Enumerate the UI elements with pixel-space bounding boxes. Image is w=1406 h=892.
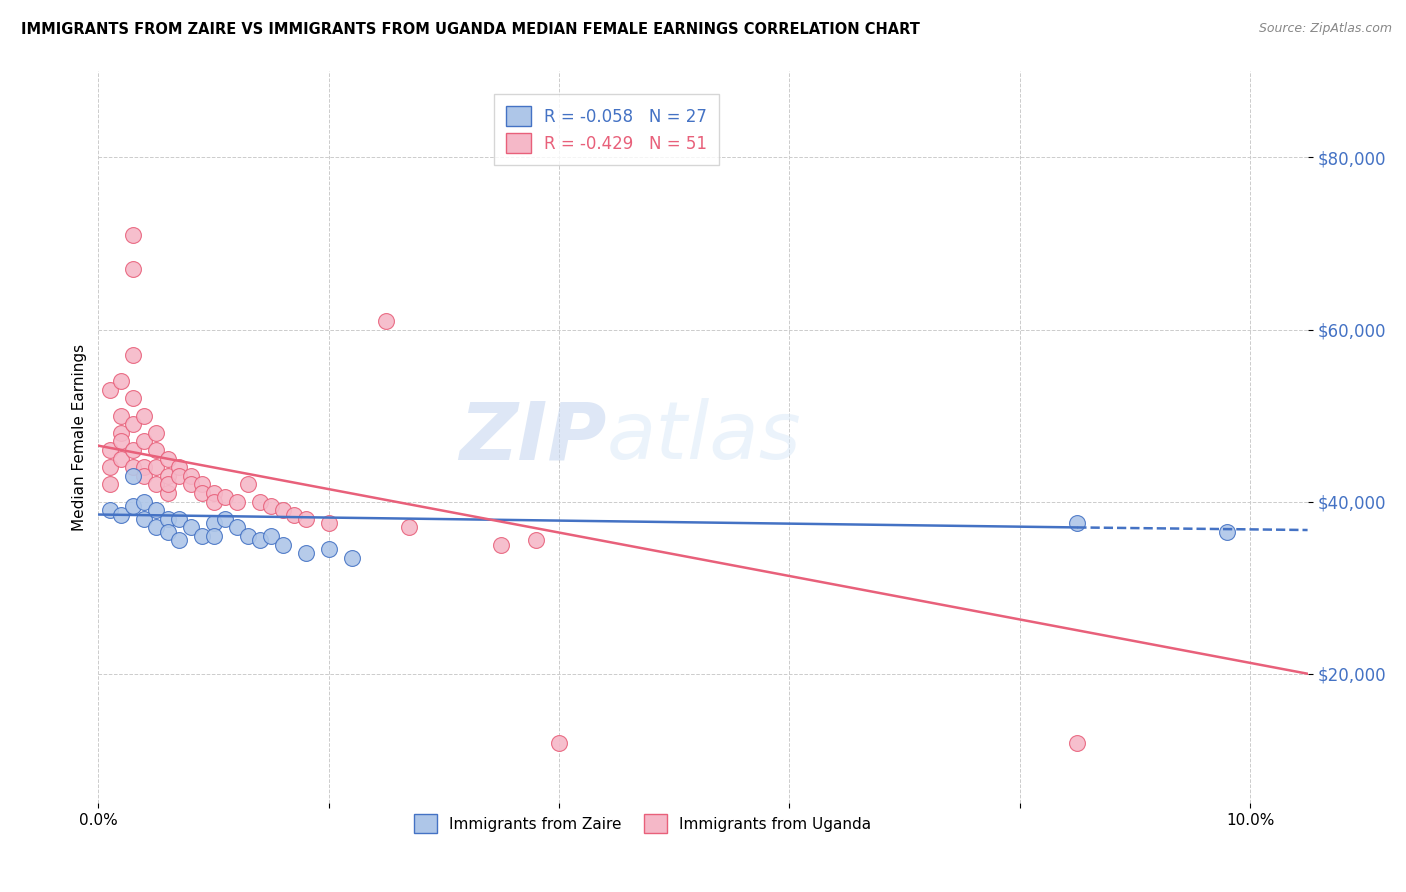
Point <box>156 512 179 526</box>
Text: atlas: atlas <box>606 398 801 476</box>
Point <box>167 533 190 548</box>
Point <box>110 409 132 423</box>
Text: IMMIGRANTS FROM ZAIRE VS IMMIGRANTS FROM UGANDA MEDIAN FEMALE EARNINGS CORRELATI: IMMIGRANTS FROM ZAIRE VS IMMIGRANTS FROM… <box>21 22 920 37</box>
Point <box>1066 735 1088 749</box>
Point <box>283 508 305 522</box>
Point <box>167 512 190 526</box>
Point <box>156 468 179 483</box>
Point <box>145 442 167 457</box>
Point <box>294 546 316 560</box>
Point <box>98 503 121 517</box>
Point <box>156 486 179 500</box>
Point <box>134 409 156 423</box>
Point <box>318 516 340 530</box>
Point <box>491 538 513 552</box>
Point <box>122 262 145 277</box>
Point <box>122 392 145 406</box>
Y-axis label: Median Female Earnings: Median Female Earnings <box>72 343 87 531</box>
Point <box>156 451 179 466</box>
Text: ZIP: ZIP <box>458 398 606 476</box>
Text: Source: ZipAtlas.com: Source: ZipAtlas.com <box>1258 22 1392 36</box>
Point <box>122 417 145 432</box>
Point <box>180 520 202 534</box>
Point <box>249 494 271 508</box>
Point <box>260 499 283 513</box>
Point <box>122 348 145 362</box>
Point <box>122 499 145 513</box>
Point <box>249 533 271 548</box>
Point <box>318 541 340 556</box>
Point <box>134 434 156 449</box>
Point <box>294 512 316 526</box>
Point <box>214 491 236 505</box>
Point <box>98 460 121 475</box>
Point <box>191 529 214 543</box>
Point <box>202 486 225 500</box>
Point <box>524 533 547 548</box>
Point <box>225 520 247 534</box>
Point <box>98 442 121 457</box>
Point <box>167 460 190 475</box>
Point <box>145 503 167 517</box>
Point <box>134 460 156 475</box>
Point <box>156 524 179 539</box>
Point <box>236 529 259 543</box>
Point <box>1216 524 1239 539</box>
Point <box>202 529 225 543</box>
Point <box>122 468 145 483</box>
Point <box>167 468 190 483</box>
Point <box>156 477 179 491</box>
Point <box>110 508 132 522</box>
Point <box>271 538 294 552</box>
Point <box>110 434 132 449</box>
Point <box>548 735 571 749</box>
Point <box>145 425 167 440</box>
Point <box>134 494 156 508</box>
Point <box>98 477 121 491</box>
Point <box>202 516 225 530</box>
Point <box>225 494 247 508</box>
Point <box>110 425 132 440</box>
Point <box>180 477 202 491</box>
Point <box>214 512 236 526</box>
Point <box>110 451 132 466</box>
Point <box>145 460 167 475</box>
Point <box>398 520 420 534</box>
Point <box>145 520 167 534</box>
Point <box>236 477 259 491</box>
Point <box>98 383 121 397</box>
Point <box>134 512 156 526</box>
Point <box>375 314 398 328</box>
Point <box>122 227 145 242</box>
Point <box>260 529 283 543</box>
Point <box>110 374 132 388</box>
Legend: Immigrants from Zaire, Immigrants from Uganda: Immigrants from Zaire, Immigrants from U… <box>408 808 877 839</box>
Point <box>180 468 202 483</box>
Point <box>134 468 156 483</box>
Point <box>1066 516 1088 530</box>
Point <box>340 550 363 565</box>
Point <box>202 494 225 508</box>
Point <box>191 486 214 500</box>
Point <box>271 503 294 517</box>
Point <box>191 477 214 491</box>
Point <box>145 477 167 491</box>
Point <box>122 442 145 457</box>
Point <box>122 460 145 475</box>
